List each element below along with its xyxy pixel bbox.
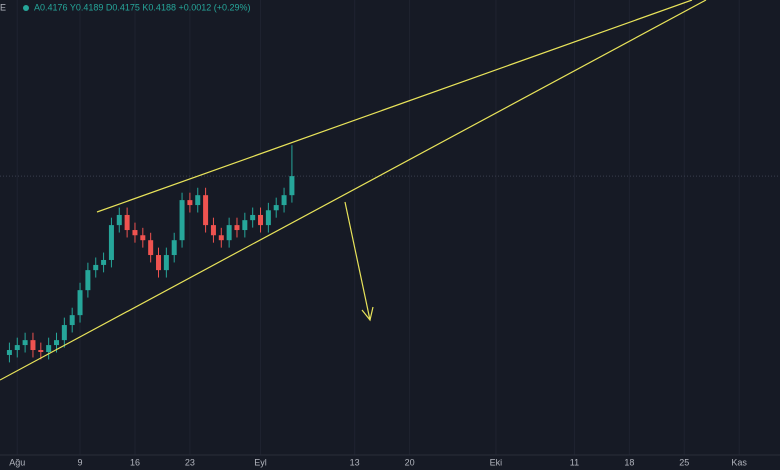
candle-body — [148, 240, 154, 256]
candle-body — [46, 345, 52, 353]
candle-body — [171, 240, 177, 256]
candle-body — [116, 214, 122, 226]
candle-body — [101, 259, 107, 265]
x-tick-label: 23 — [185, 457, 195, 467]
candle-body — [242, 220, 248, 231]
candle-body — [85, 270, 91, 291]
candle-body — [179, 200, 185, 241]
x-tick-label: 9 — [78, 457, 83, 467]
upper-trendline — [96, 0, 693, 213]
candles — [6, 145, 295, 363]
grid — [0, 0, 780, 455]
candle-body — [250, 214, 256, 221]
candle-body — [140, 235, 146, 241]
candle-body — [108, 225, 114, 260]
candle-body — [93, 264, 99, 271]
ohlc-legend: A0.4176 Y0.4189 D0.4175 K0.4188 +0.0012 … — [34, 2, 251, 12]
candle-body — [77, 290, 83, 316]
x-tick-label: 16 — [130, 457, 140, 467]
candle-body — [61, 325, 67, 341]
candle-body — [156, 255, 162, 271]
candle-body — [30, 340, 36, 351]
candle-body — [14, 345, 20, 351]
candle-body — [265, 210, 271, 226]
candle-body — [38, 350, 44, 353]
symbol: E — [0, 2, 6, 12]
candle-body — [203, 195, 209, 226]
arrow-shaft — [344, 201, 371, 321]
candle-body — [187, 200, 193, 206]
candle-body — [258, 214, 264, 226]
candle-body — [163, 255, 169, 271]
status-dot — [23, 5, 29, 11]
candle-body — [289, 176, 295, 196]
x-tick-label: Eki — [490, 457, 503, 467]
x-tick-label: Kas — [731, 457, 747, 467]
candle-body — [132, 230, 138, 236]
x-tick-label: 18 — [624, 457, 634, 467]
x-tick-label: 11 — [570, 457, 579, 467]
x-tick-label: Eyl — [254, 457, 267, 467]
candle-body — [226, 225, 232, 241]
x-tick-label: 20 — [405, 457, 415, 467]
candle-body — [22, 340, 28, 346]
candle-body — [234, 225, 240, 231]
candle-body — [273, 205, 279, 211]
arrow-head — [361, 306, 374, 322]
candle-body — [53, 340, 59, 346]
lower-trendline — [0, 0, 707, 381]
candle-body — [218, 235, 224, 241]
candle-body — [69, 315, 75, 326]
candle-body — [124, 214, 130, 231]
candle-body — [6, 350, 12, 355]
drawings — [0, 0, 707, 381]
x-tick-label: 25 — [679, 457, 689, 467]
candle-body — [195, 195, 201, 206]
candle-body — [281, 195, 287, 206]
x-tick-label: Ağu — [9, 457, 25, 467]
candle-body — [210, 225, 216, 236]
x-tick-label: 13 — [350, 457, 360, 467]
